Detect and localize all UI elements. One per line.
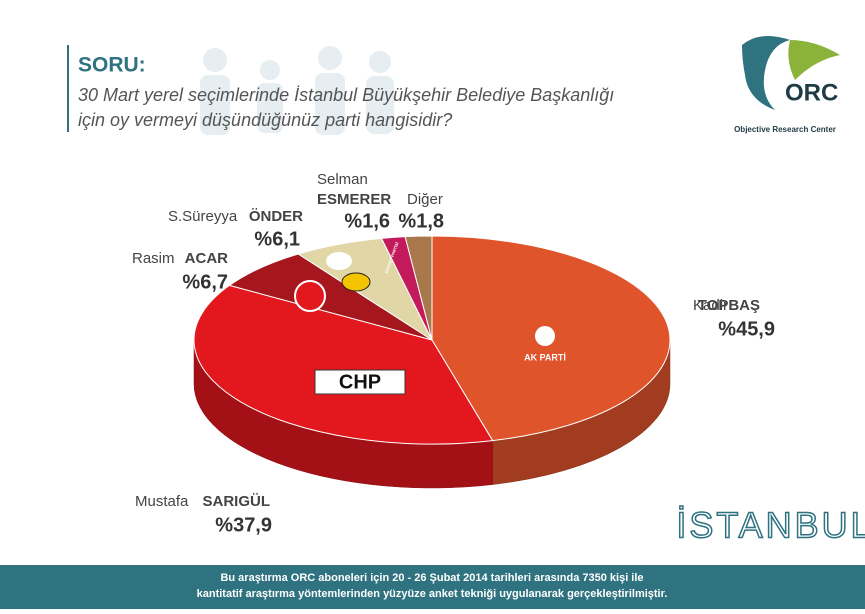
question-text: 30 Mart yerel seçimlerinde İstanbul Büyü… [78,85,614,105]
footer-band [0,565,865,609]
logo-box [314,369,406,395]
candidate-first-name: Mustafa [135,493,189,510]
candidate-surname: SARIGÜL [203,493,271,510]
value-label: %1,8 [398,210,444,232]
logo-subtitle: Objective Research Center [734,125,836,134]
value-label: %45,9 [718,318,775,340]
candidate-first-name: S.Süreyya [168,208,238,225]
logo-circle [326,252,352,270]
candidate-first-name: Kadir [693,297,728,314]
logo-bulb [535,326,555,346]
city-name: İSTANBUL [676,505,865,546]
footer-text: Bu araştırma ORC aboneleri için 20 - 26 … [220,572,643,584]
orc-logo: ORC Objective Research Center [734,36,840,134]
footer-text: kantitatif araştırma yöntemlerinden yüzy… [197,588,668,600]
slice-logo: AK PARTİ [524,352,566,362]
logo-circle [294,280,326,312]
logo-name: ORC [785,79,838,106]
candidate-surname: TOPBAŞ [698,297,760,314]
value-label: %37,9 [215,514,272,536]
slice-logo: CHP [339,371,381,393]
question-text: için oy vermeyi düşündüğünüz parti hangi… [78,110,452,130]
candidate-first-name: Rasim [132,250,175,267]
question-label: SORU: [78,54,146,77]
pie-chart [193,235,671,489]
candidate-surname: ACAR [185,250,228,267]
candidate-surname: ÖNDER [249,208,303,225]
people-silhouettes [200,46,394,135]
value-label: %1,6 [344,210,390,232]
value-label: %6,7 [182,271,228,293]
candidate-first-name: Selman [317,171,368,188]
logo-circle [341,272,371,292]
value-label: %6,1 [254,228,300,250]
slice [193,284,494,445]
slice [404,235,433,341]
candidate-surname: Diğer [407,191,443,208]
candidate-surname: ESMERER [317,191,391,208]
